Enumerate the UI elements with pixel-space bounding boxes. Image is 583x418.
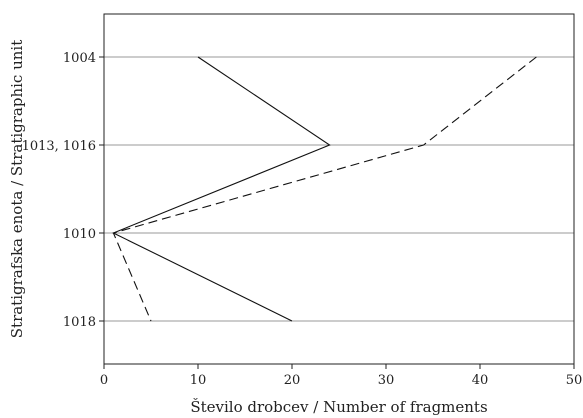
- series-line-dashed: [112, 56, 537, 322]
- x-tick-label: 0: [100, 373, 108, 388]
- y-axis-ticks: 1004 1013, 1016 1010 1018: [22, 51, 104, 330]
- x-tick-label: 30: [378, 373, 395, 388]
- y-tick-label: 1013, 1016: [22, 139, 96, 154]
- x-tick-label: 20: [284, 373, 301, 388]
- plot-frame: [103, 13, 575, 365]
- y-axis-label: Stratigrafska enota / Stratigraphic unit: [8, 40, 26, 338]
- grid-lines: [104, 56, 574, 322]
- x-tick-label: 50: [566, 373, 583, 388]
- x-axis-ticks: 0 10 20 30 40 50: [100, 364, 582, 388]
- x-tick-label: 40: [472, 373, 489, 388]
- series-group: [112, 56, 537, 322]
- x-axis-label: Število drobcev / Number of fragments: [190, 398, 487, 416]
- y-tick-label: 1010: [63, 227, 96, 242]
- x-tick-label: 10: [190, 373, 207, 388]
- series-line-solid: [112, 56, 331, 322]
- y-tick-label: 1004: [63, 51, 96, 66]
- y-tick-label: 1018: [63, 315, 96, 330]
